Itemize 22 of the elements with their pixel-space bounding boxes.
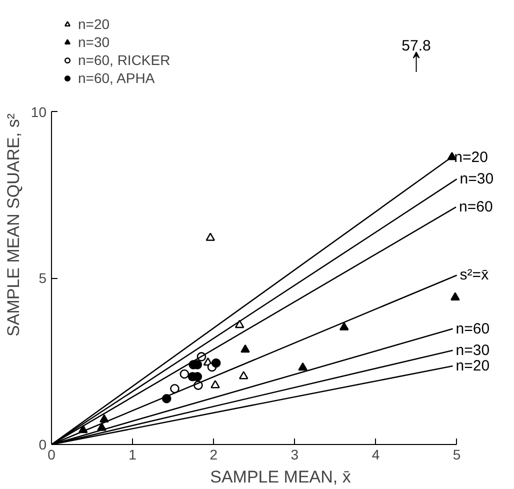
legend-label: n=30: [78, 33, 110, 51]
series-label: n=30: [456, 342, 490, 359]
x-axis-title: SAMPLE MEAN, x̄: [210, 468, 352, 486]
series-label: n=60: [456, 320, 490, 338]
legend-label: n=60, RICKER: [78, 51, 170, 69]
series-label: n=20: [456, 358, 490, 375]
x-tick-label: 4: [372, 446, 380, 462]
x-tick-label: 5: [452, 446, 461, 462]
y-tick-label: 0: [38, 436, 47, 452]
x-tick-label: 1: [128, 446, 137, 462]
legend-label: n=20: [78, 15, 110, 33]
y-axis-title: SAMPLE MEAN SQUARE, s²: [4, 113, 23, 336]
series-label: n=30: [460, 170, 494, 188]
y-tick-label: 10: [30, 104, 47, 120]
text: 57.8: [402, 37, 431, 54]
x-tick-label: 3: [290, 446, 299, 462]
series-label: s²=x̄: [460, 266, 490, 284]
legend-label: n=60, APHA: [78, 69, 155, 87]
x-tick-label: 2: [210, 446, 218, 462]
series-label: n=60: [459, 198, 493, 216]
y-tick-label: 5: [38, 270, 47, 286]
series-label: n=20: [454, 148, 488, 166]
